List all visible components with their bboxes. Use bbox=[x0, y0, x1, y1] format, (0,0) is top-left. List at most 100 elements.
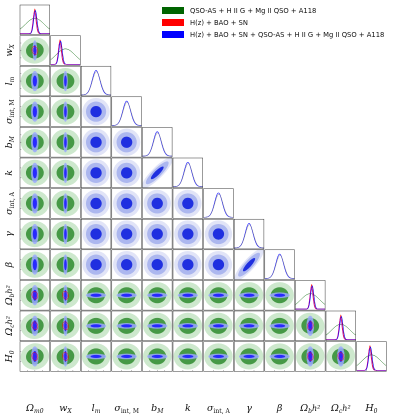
contour-blue-1sigma-8_3 bbox=[121, 259, 133, 271]
contour-blue-1sigma-5_4 bbox=[150, 166, 164, 180]
panel-frame bbox=[172, 249, 203, 280]
contour-blue-1sigma-2_1 bbox=[64, 75, 67, 87]
panel-frame bbox=[50, 96, 81, 127]
panel-frame bbox=[203, 249, 234, 280]
panel-frame bbox=[203, 310, 234, 341]
contour-blue-1sigma-9_7 bbox=[243, 293, 255, 297]
panel-frame bbox=[233, 280, 265, 311]
contour-magenta-9_0 bbox=[32, 292, 37, 299]
panel-frame bbox=[80, 310, 112, 341]
ylabel-wX: wX bbox=[4, 44, 16, 57]
contour-blue-1sigma-5_1 bbox=[64, 167, 67, 179]
panel-Obh2-vs-gamma bbox=[233, 280, 265, 311]
panel-frame bbox=[50, 157, 81, 188]
contour-blue-1sigma-8_5 bbox=[182, 259, 194, 271]
panel-frame bbox=[111, 249, 142, 280]
panel-frame bbox=[172, 188, 203, 219]
legend-label-2: H(z) + BAO + SN + QSO-AS + H II G + Mg I… bbox=[190, 31, 384, 39]
posterior-blue-sigA bbox=[203, 192, 234, 218]
contour-magenta-10_0 bbox=[32, 323, 37, 329]
contour-blue-1sigma-11_5 bbox=[182, 354, 194, 359]
contour-blue-1sigma-8_7 bbox=[242, 257, 256, 272]
contour-blue-1sigma-7_3 bbox=[121, 228, 133, 240]
panel-frame bbox=[203, 280, 234, 311]
contour-blue-1sigma-6_4 bbox=[151, 197, 163, 210]
contour-blue-1sigma-11_6 bbox=[212, 354, 225, 359]
contour-magenta-1_0 bbox=[32, 47, 37, 54]
panel-sigM-vs-wX bbox=[50, 96, 81, 127]
xlabel-beta: β bbox=[276, 403, 283, 414]
contour-blue-1sigma-7_6 bbox=[212, 228, 225, 240]
legend-label-1: H(z) + BAO + SN bbox=[190, 19, 248, 27]
contour-red-11_1 bbox=[62, 352, 69, 361]
contour-blue-1sigma-6_0 bbox=[32, 197, 37, 210]
panel-frame bbox=[80, 96, 112, 127]
panel-beta-vs-Om0 bbox=[19, 249, 50, 280]
contour-blue-1sigma-9_4 bbox=[151, 293, 163, 297]
contour-magenta-11_9 bbox=[308, 353, 313, 360]
posterior-magenta-H0 bbox=[356, 347, 387, 371]
contour-magenta-11_1 bbox=[63, 353, 68, 360]
contour-blue-1sigma-10_6 bbox=[212, 324, 225, 328]
posterior-red-wX bbox=[50, 39, 81, 65]
contour-blue-1sigma-11_3 bbox=[121, 354, 133, 359]
panel-H0-vs-Om0 bbox=[19, 341, 50, 372]
panel-frame bbox=[111, 218, 142, 250]
posterior-grey-gamma bbox=[234, 224, 264, 249]
panel-frame bbox=[80, 127, 112, 158]
ylabel-k: k bbox=[4, 170, 15, 176]
panel-gamma-vs-k bbox=[172, 218, 203, 250]
panel-frame bbox=[19, 218, 50, 250]
panel-sigM-vs-Om0 bbox=[19, 96, 50, 127]
panel-Obh2-vs-beta bbox=[264, 280, 295, 311]
contour-blue-1sigma-6_1 bbox=[64, 197, 67, 210]
xlabel-k: k bbox=[185, 403, 191, 414]
posterior-magenta-Om0 bbox=[20, 11, 50, 34]
legend-swatch-2 bbox=[162, 31, 184, 38]
diag-panel-Om0 bbox=[19, 4, 50, 35]
ylabel-lm: lm bbox=[4, 76, 16, 85]
contour-red-9_1 bbox=[62, 290, 69, 300]
panel-frame bbox=[233, 249, 265, 280]
contour-blue-1sigma-11_9 bbox=[308, 350, 313, 363]
panel-Obh2-vs-bM bbox=[142, 280, 173, 311]
contour-blue-1sigma-7_4 bbox=[151, 228, 163, 240]
panel-frame bbox=[80, 218, 112, 250]
panel-sigA-vs-wX bbox=[50, 188, 81, 219]
panel-frame bbox=[264, 249, 295, 280]
panel-k-vs-bM bbox=[142, 157, 173, 188]
panel-Och2-vs-sigM bbox=[111, 310, 142, 341]
contour-blue-1sigma-9_8 bbox=[274, 293, 286, 297]
xlabel-Om0: Ωm0 bbox=[25, 403, 44, 415]
panel-frame bbox=[142, 127, 173, 158]
panel-frame bbox=[111, 341, 142, 372]
panel-gamma-vs-sigM bbox=[111, 218, 142, 250]
contour-blue-1sigma-3_0 bbox=[32, 106, 37, 118]
panel-frame bbox=[142, 310, 173, 341]
contour-blue-1sigma-11_7 bbox=[243, 354, 255, 359]
legend-swatch-0 bbox=[162, 7, 184, 14]
panel-frame bbox=[172, 341, 203, 372]
contour-blue-1sigma-9_6 bbox=[212, 293, 225, 297]
panel-bM-vs-wX bbox=[50, 127, 81, 158]
panel-frame bbox=[19, 4, 50, 35]
panel-sigA-vs-sigM bbox=[111, 188, 142, 219]
panel-frame bbox=[111, 96, 142, 127]
contour-red-10_0 bbox=[31, 321, 39, 331]
panel-frame bbox=[50, 188, 81, 219]
panel-Och2-vs-Obh2 bbox=[295, 310, 326, 341]
contour-blue-1sigma-10_2 bbox=[90, 324, 102, 328]
legend-label-0: QSO-AS + H II G + Mg II QSO + A118 bbox=[190, 7, 316, 15]
panel-frame bbox=[142, 249, 173, 280]
panel-Och2-vs-k bbox=[172, 310, 203, 341]
contour-blue-1sigma-7_2 bbox=[90, 228, 102, 240]
panel-bM-vs-Om0 bbox=[19, 127, 50, 158]
panel-H0-vs-Obh2 bbox=[295, 341, 326, 372]
contour-blue-1sigma-10_4 bbox=[151, 324, 163, 328]
panel-gamma-vs-wX bbox=[50, 218, 81, 250]
panel-H0-vs-sigM bbox=[111, 341, 142, 372]
panel-Obh2-vs-sigM bbox=[111, 280, 142, 311]
contour-blue-1sigma-8_2 bbox=[90, 259, 102, 271]
panel-frame bbox=[19, 280, 50, 311]
